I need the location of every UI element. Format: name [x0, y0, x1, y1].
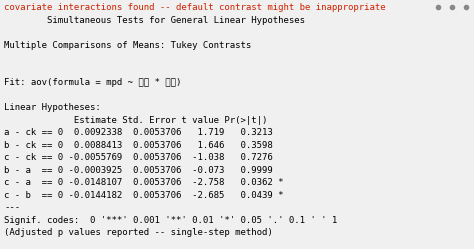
Text: Multiple Comparisons of Means: Tukey Contrasts: Multiple Comparisons of Means: Tukey Con… [4, 41, 251, 50]
Text: c - a  == 0 -0.0148107  0.0053706  -2.758   0.0362 *: c - a == 0 -0.0148107 0.0053706 -2.758 0… [4, 178, 289, 187]
Text: (Adjusted p values reported -- single-step method): (Adjusted p values reported -- single-st… [4, 228, 273, 237]
Text: a - ck == 0  0.0092338  0.0053706   1.719   0.3213: a - ck == 0 0.0092338 0.0053706 1.719 0.… [4, 128, 289, 137]
Text: Simultaneous Tests for General Linear Hypotheses: Simultaneous Tests for General Linear Hy… [4, 15, 305, 24]
Text: b - a  == 0 -0.0003925  0.0053706  -0.073   0.9999: b - a == 0 -0.0003925 0.0053706 -0.073 0… [4, 166, 289, 175]
Text: Signif. codes:  0 '***' 0.001 '**' 0.01 '*' 0.05 '.' 0.1 ' ' 1: Signif. codes: 0 '***' 0.001 '**' 0.01 '… [4, 215, 337, 225]
Text: Fit: aov(formula = mpd ~ 植物 * 処理): Fit: aov(formula = mpd ~ 植物 * 処理) [4, 78, 182, 87]
Text: covariate interactions found -- default contrast might be inappropriate: covariate interactions found -- default … [4, 3, 386, 12]
Text: Estimate Std. Error t value Pr(>|t|): Estimate Std. Error t value Pr(>|t|) [4, 116, 267, 124]
Text: c - ck == 0 -0.0055769  0.0053706  -1.038   0.7276: c - ck == 0 -0.0055769 0.0053706 -1.038 … [4, 153, 289, 162]
Text: c - b  == 0 -0.0144182  0.0053706  -2.685   0.0439 *: c - b == 0 -0.0144182 0.0053706 -2.685 0… [4, 190, 289, 199]
Text: b - ck == 0  0.0088413  0.0053706   1.646   0.3598: b - ck == 0 0.0088413 0.0053706 1.646 0.… [4, 140, 289, 149]
Text: ---: --- [4, 203, 20, 212]
Text: Linear Hypotheses:: Linear Hypotheses: [4, 103, 101, 112]
